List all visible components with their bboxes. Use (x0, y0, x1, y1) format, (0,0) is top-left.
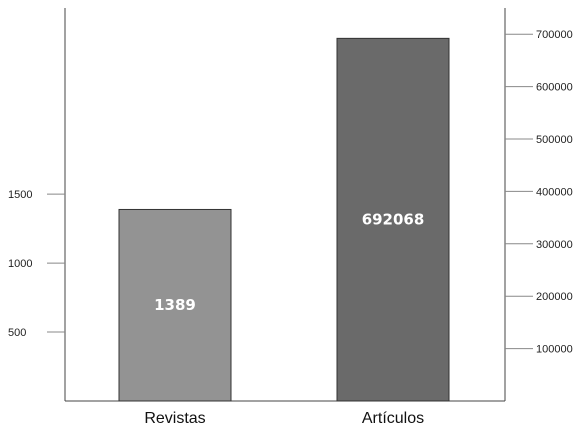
bar-revistas (118, 208, 232, 402)
right-tick-label: 700000 (536, 29, 573, 41)
axes: 500 1000 1500 100000 200000 300000 400000 50000… (8, 8, 573, 402)
right-tick-label: 100000 (536, 344, 573, 356)
data-label: 1389 (154, 296, 196, 314)
right-tick-label: 300000 (536, 239, 573, 251)
left-tick-label: 1500 (8, 189, 32, 201)
category-label: Artículos (362, 410, 424, 427)
labels: 1389 692068 Revistas Artículos (144, 211, 424, 427)
bars (118, 37, 450, 402)
right-tick-label: 200000 (536, 291, 573, 303)
data-label: 692068 (362, 211, 425, 229)
right-tick-label: 400000 (536, 186, 573, 198)
right-tick-label: 500000 (536, 134, 573, 146)
left-tick-label: 500 (8, 327, 26, 339)
left-tick-label: 1000 (8, 258, 32, 270)
right-tick-label: 600000 (536, 82, 573, 94)
category-label: Revistas (144, 410, 205, 427)
bar-art-culos (336, 37, 450, 402)
